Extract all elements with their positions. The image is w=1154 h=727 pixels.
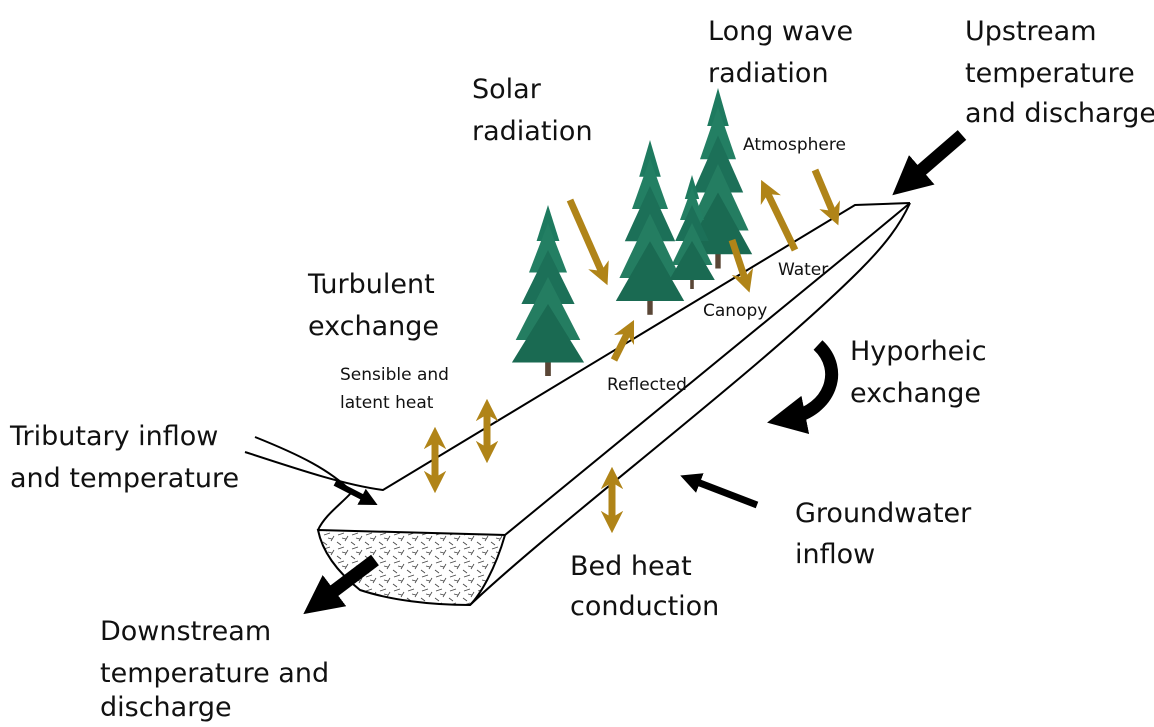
label-line: and discharge [965, 98, 1154, 129]
heat-arrows [423, 168, 840, 534]
label-line: Downstream [100, 616, 271, 647]
label-line: Hyporheic [850, 336, 987, 367]
label-line: discharge [100, 692, 232, 723]
label-line: Sensible and [340, 365, 449, 385]
label-line: Long wave [708, 16, 853, 47]
label-line: Solar [472, 74, 542, 105]
label-line: latent heat [340, 393, 434, 413]
label-line: inflow [795, 539, 875, 570]
label-line: exchange [850, 378, 981, 409]
label-line: temperature and [100, 658, 329, 689]
label-line: Reflected [607, 375, 687, 395]
label-line: Water [778, 260, 828, 280]
label-line: and temperature [10, 463, 239, 494]
labels: Long wave radiation Upstream temperature and… [9, 16, 1154, 723]
label-line: Bed heat [570, 551, 692, 582]
label-line: temperature [965, 58, 1135, 89]
label-line: conduction [570, 591, 719, 622]
stream-channel [244, 202, 911, 607]
label-line: exchange [308, 311, 439, 342]
label-line: Atmosphere [743, 135, 846, 155]
label-line: radiation [472, 116, 593, 147]
label-line: Tributary inflow [9, 421, 218, 452]
label-line: Turbulent [307, 269, 435, 300]
label-line: Canopy [703, 301, 767, 321]
flow-arrows [303, 130, 967, 615]
label-line: Upstream [965, 16, 1097, 47]
label-line: Groundwater [795, 498, 972, 529]
label-line: radiation [708, 58, 829, 89]
